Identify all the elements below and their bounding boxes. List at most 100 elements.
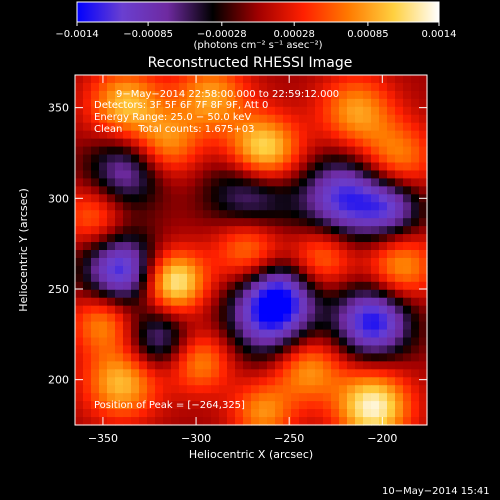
heatmap-cell [395,170,404,179]
heatmap-cell [347,226,356,235]
heatmap-cell [155,242,164,251]
heatmap-cell [147,218,156,227]
heatmap-cell [283,273,292,283]
heatmap-cell [155,194,164,203]
heatmap-cell [235,122,244,132]
heatmap-cell [291,202,300,211]
heatmap-cell [203,321,212,331]
heatmap-cell [395,210,404,219]
heatmap-cell [211,273,220,283]
heatmap-cell [371,250,380,259]
heatmap-cell [259,281,268,291]
heatmap-cell [299,90,308,100]
heatmap-cell [411,353,420,362]
heatmap-cell [395,146,404,156]
heatmap-cell [403,321,412,331]
heatmap-cell [147,273,156,283]
heatmap-cell [99,281,108,291]
heatmap-cell [91,178,100,187]
heatmap-cell [219,385,228,394]
heatmap-cell [179,353,188,362]
heatmap-cell [155,313,164,323]
heatmap-cell [299,218,308,227]
heatmap-cell [339,234,348,243]
heatmap-cell [123,369,132,378]
heatmap-cell [139,130,148,140]
heatmap-cell [315,114,324,124]
heatmap-cell [403,401,412,410]
heatmap-cell [339,377,348,386]
heatmap-cell [387,273,396,283]
heatmap-cell [219,138,228,148]
heatmap-cell [291,90,300,100]
heatmap-cell [115,393,124,402]
heatmap-cell [411,210,420,219]
heatmap-cell [115,75,124,84]
heatmap-cell [99,250,108,259]
heatmap-cell [187,337,196,347]
heatmap-cell [187,162,196,172]
heatmap-cell [91,377,100,386]
heatmap-cell [203,146,212,156]
heatmap-cell [347,409,356,418]
heatmap-cell [171,297,180,307]
heatmap-cell [419,114,428,124]
heatmap-cell [251,361,260,370]
heatmap-cell [179,289,188,299]
heatmap-cell [355,242,364,251]
heatmap-cell [203,194,212,203]
heatmap-cell [347,122,356,132]
heatmap-cell [187,178,196,187]
heatmap-cell [315,385,324,394]
heatmap-cell [299,250,308,259]
heatmap-cell [403,210,412,219]
heatmap-cell [219,377,228,386]
heatmap-cell [91,297,100,307]
heatmap-cell [387,75,396,84]
heatmap-cell [315,82,324,92]
heatmap-cell [211,146,220,156]
heatmap-cell [115,210,124,219]
heatmap-cell [363,194,372,203]
heatmap-cell [363,154,372,164]
heatmap-cell [323,186,332,195]
heatmap-cell [267,273,276,283]
heatmap-cell [283,218,292,227]
heatmap-cell [379,234,388,243]
heatmap-cell [123,353,132,362]
heatmap-cell [211,329,220,339]
heatmap-cell [267,130,276,140]
heatmap-cell [283,417,292,426]
heatmap-cell [347,90,356,100]
heatmap-cell [139,234,148,243]
heatmap-cell [371,90,380,100]
heatmap-cell [83,289,92,299]
heatmap-cell [291,337,300,347]
heatmap-cell [139,186,148,195]
heatmap-cell [83,90,92,100]
heatmap-cell [291,98,300,108]
heatmap-cell [291,186,300,195]
heatmap-cell [243,305,252,315]
heatmap-cell [115,234,124,243]
heatmap-cell [75,305,84,315]
heatmap-cell [315,281,324,291]
heatmap-cell [243,329,252,339]
heatmap-cell [75,265,84,275]
heatmap-cell [91,114,100,124]
heatmap-cell [83,273,92,283]
heatmap-cell [187,385,196,394]
heatmap-cell [179,265,188,275]
heatmap-cell [147,345,156,354]
heatmap-cell [243,297,252,307]
heatmap-cell [171,146,180,156]
heatmap-cell [355,75,364,84]
heatmap-cell [131,130,140,140]
heatmap-cell [219,218,228,227]
heatmap-cell [251,186,260,195]
heatmap-cell [115,361,124,370]
heatmap-cell [203,329,212,339]
heatmap-cell [219,114,228,124]
heatmap-cell [355,138,364,148]
heatmap-cell [163,377,172,386]
